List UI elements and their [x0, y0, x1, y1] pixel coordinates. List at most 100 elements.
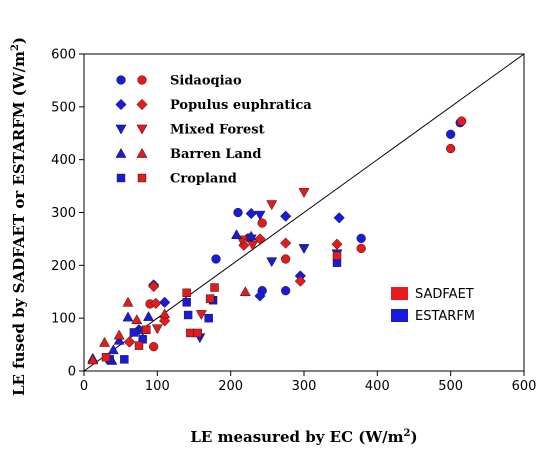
data-point	[87, 354, 99, 365]
data-point	[99, 336, 111, 347]
data-point	[204, 313, 213, 323]
legend-label: Barren Land	[170, 147, 261, 162]
data-point	[113, 329, 125, 340]
y-tick-label: 300	[51, 206, 76, 221]
data-point	[183, 310, 193, 320]
x-axis-label-main: LE measured by EC (W/m	[190, 428, 403, 446]
data-point	[298, 244, 310, 255]
y-axis-label-end: )	[10, 37, 28, 44]
legend-marker-estarfm	[115, 98, 127, 111]
data-point	[159, 308, 171, 319]
data-point	[182, 288, 191, 298]
x-axis-label-sup: 2	[404, 428, 411, 439]
data-point	[254, 290, 266, 302]
legend-label: Mixed Forest	[170, 123, 265, 138]
data-point	[205, 294, 215, 303]
x-tick-label: 200	[218, 379, 243, 394]
legend-sites: Sidaoqiao Populus euphratica Mixed Forest B…	[115, 74, 312, 187]
data-point	[148, 280, 160, 293]
data-point	[281, 254, 291, 264]
legend-marker-estarfm	[115, 147, 127, 158]
legend-label: SADFAET	[415, 287, 474, 302]
data-point	[123, 336, 136, 348]
data-points	[87, 116, 467, 365]
data-point	[150, 297, 162, 310]
one-to-one-line	[83, 53, 525, 372]
data-point	[281, 286, 291, 296]
x-tick-label: 600	[512, 379, 537, 394]
legend-marker-estarfm	[116, 75, 126, 85]
plot-area: 0 100 200 300 400 500 600 0 100 200 300 400 500 600	[51, 48, 536, 395]
data-point	[113, 334, 125, 345]
legend-label: ESTARFM	[415, 309, 475, 324]
data-point	[266, 200, 278, 211]
data-point	[446, 143, 456, 154]
data-point	[331, 238, 343, 250]
data-point	[182, 298, 191, 307]
data-point	[134, 341, 144, 350]
data-point	[122, 311, 134, 322]
x-tick-label: 400	[365, 379, 390, 394]
data-point	[101, 353, 111, 362]
data-point	[280, 237, 292, 249]
data-point	[298, 188, 310, 198]
x-tick-label: 300	[292, 379, 317, 394]
data-point	[356, 243, 366, 254]
data-point	[245, 230, 257, 241]
data-point	[129, 328, 139, 337]
data-point	[159, 296, 171, 308]
data-point	[195, 310, 207, 321]
y-axis-label: LE fused by SADFAET or ESTARFM (W/m2)	[10, 37, 28, 396]
data-point	[143, 311, 155, 321]
data-point	[239, 286, 251, 297]
data-point	[257, 218, 267, 228]
x-axis-label-end: )	[411, 428, 418, 446]
legend-marker-sadfaet	[137, 173, 147, 183]
data-point	[280, 210, 292, 222]
legend-methods: SADFAET ESTARFM	[391, 287, 475, 324]
data-point	[142, 325, 151, 334]
data-point	[266, 257, 278, 268]
data-point	[107, 344, 119, 355]
data-point	[211, 254, 221, 264]
data-point	[149, 342, 159, 352]
data-point	[356, 233, 366, 244]
legend-label: Cropland	[170, 172, 237, 187]
x-axis-label: LE measured by EC (W/m2)	[190, 428, 417, 446]
data-point	[151, 324, 163, 335]
legend-marker-sadfaet	[136, 98, 148, 111]
x-tick-label: 0	[80, 379, 88, 394]
y-axis-label-sup: 2	[10, 44, 21, 51]
x-tick-label: 100	[145, 379, 170, 394]
data-point	[254, 233, 266, 245]
y-tick-label: 100	[51, 312, 76, 327]
y-axis-label-main: LE fused by SADFAET or ESTARFM (W/m	[10, 51, 28, 396]
legend-label: Sidaoqiao	[170, 74, 242, 89]
data-point	[247, 240, 259, 251]
x-tick-label: 500	[438, 379, 463, 394]
legend-swatch	[391, 287, 408, 300]
data-point	[193, 328, 202, 338]
data-point	[186, 328, 195, 338]
data-point	[120, 355, 129, 364]
x-axis-ticks: 0 100 200 300 400 500 600	[80, 371, 537, 394]
y-tick-label: 600	[51, 48, 76, 63]
y-axis-ticks: 0 100 200 300 400 500 600	[51, 48, 84, 380]
data-point	[233, 207, 243, 218]
legend-marker-sadfaet	[136, 147, 148, 158]
data-point	[122, 296, 134, 307]
data-point	[457, 116, 467, 126]
y-tick-label: 200	[51, 259, 76, 274]
y-tick-label: 400	[51, 153, 76, 168]
data-point	[294, 275, 306, 287]
data-point	[446, 129, 456, 139]
data-point	[245, 207, 257, 220]
data-point	[254, 210, 266, 221]
data-point	[332, 251, 342, 261]
legend-label: Populus euphratica	[170, 98, 312, 113]
legend-marker-sadfaet	[136, 124, 148, 135]
data-point	[231, 229, 243, 239]
legend-swatch	[391, 309, 408, 322]
legend-marker-estarfm	[115, 124, 127, 135]
